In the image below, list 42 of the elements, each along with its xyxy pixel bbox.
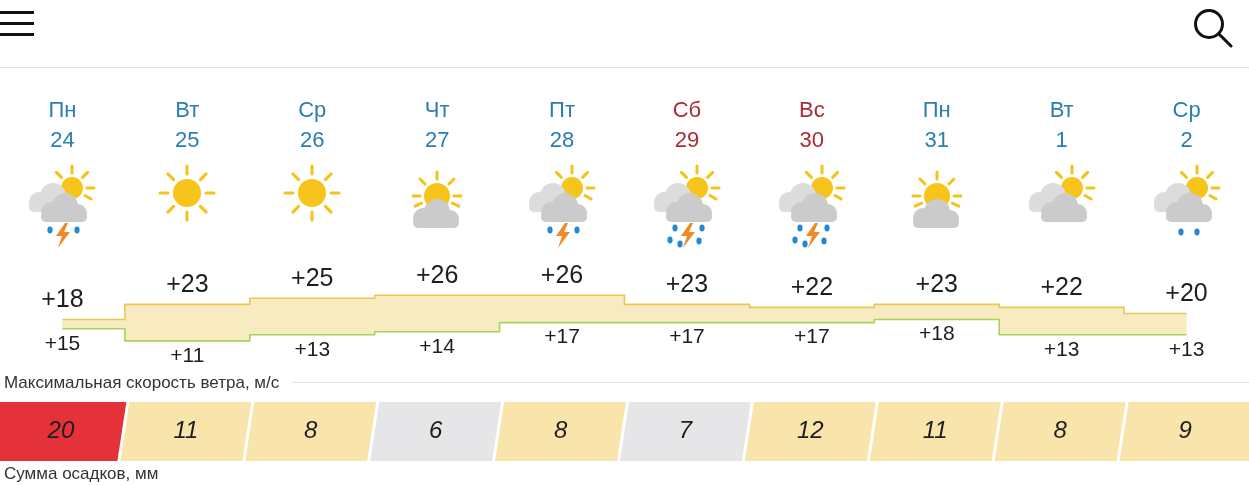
data-label: 6 [428, 416, 443, 444]
data-label: +22 [790, 272, 834, 301]
data-label: 12 [797, 416, 824, 444]
x-tick-label: Вт 1 [1049, 97, 1074, 152]
x-tick-label: Пн 31 [922, 97, 951, 152]
x-tick-label: Вс 30 [799, 97, 825, 152]
data-label: +23 [166, 269, 209, 298]
x-tick-label: Ср 26 [298, 97, 327, 152]
data-label: +22 [1040, 272, 1083, 301]
x-tick-label: Сб 29 [672, 97, 702, 152]
x-tick-label: Ср 2 [1172, 97, 1201, 152]
data-label: 20 [46, 416, 75, 444]
data-label: +18 [918, 321, 955, 345]
data-label: +25 [291, 263, 334, 292]
x-tick-label: Вт 25 [175, 97, 200, 152]
data-label: 11 [173, 416, 199, 444]
data-label: 9 [1178, 416, 1192, 444]
data-label: 11 [922, 416, 948, 444]
data-label: +17 [669, 324, 705, 348]
data-label: +17 [794, 324, 830, 348]
data-label: +20 [1165, 278, 1208, 307]
data-label: 8 [1053, 416, 1068, 444]
x-tick-label: Пн 24 [48, 97, 77, 152]
data-label: +18 [41, 284, 84, 313]
data-label: +11 [170, 342, 205, 366]
data-label: +13 [1168, 336, 1205, 360]
data-label: +23 [665, 269, 709, 298]
data-label: 7 [678, 416, 694, 444]
x-tick-label: Пт 28 [549, 97, 575, 152]
data-label: +26 [540, 260, 584, 289]
x-tick-label: Чт 27 [424, 97, 450, 152]
data-label: 8 [304, 416, 319, 444]
chart-title: Максимальная скорость ветра, м/с [4, 372, 280, 392]
data-label: 8 [553, 416, 568, 444]
data-label: +13 [294, 336, 331, 360]
data-label: +26 [415, 260, 459, 289]
data-label: +17 [544, 324, 580, 348]
data-label: +15 [44, 330, 81, 354]
data-label: +23 [915, 269, 958, 298]
text: Сумма осадков, мм [4, 463, 159, 483]
data-label: +14 [419, 333, 456, 357]
data-label: +13 [1043, 336, 1080, 360]
